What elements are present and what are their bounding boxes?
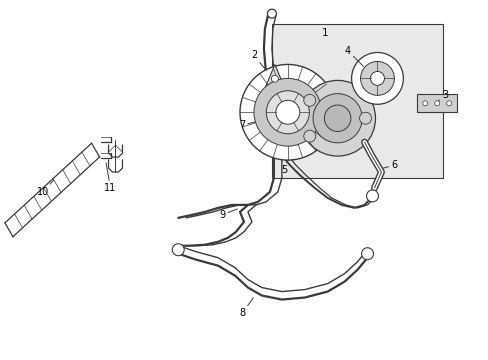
- Circle shape: [370, 71, 384, 85]
- Polygon shape: [264, 64, 285, 88]
- Circle shape: [366, 190, 378, 202]
- Circle shape: [446, 101, 451, 106]
- Circle shape: [299, 80, 375, 156]
- Circle shape: [361, 248, 373, 260]
- Circle shape: [271, 75, 278, 82]
- Circle shape: [351, 53, 403, 104]
- Text: 1: 1: [321, 28, 327, 37]
- Text: 10: 10: [37, 180, 54, 197]
- Text: 9: 9: [219, 209, 237, 220]
- Circle shape: [422, 101, 427, 106]
- Text: 11: 11: [104, 163, 117, 193]
- Circle shape: [324, 105, 350, 131]
- Circle shape: [253, 78, 321, 146]
- Circle shape: [266, 91, 309, 134]
- Text: 6: 6: [378, 160, 397, 170]
- Circle shape: [267, 9, 276, 18]
- Text: 7: 7: [239, 120, 259, 130]
- Bar: [271, 24, 442, 178]
- Circle shape: [275, 100, 299, 124]
- Circle shape: [360, 62, 394, 95]
- Circle shape: [303, 130, 315, 142]
- Circle shape: [359, 112, 371, 124]
- Bar: [416, 94, 456, 112]
- Circle shape: [312, 94, 362, 143]
- Circle shape: [240, 64, 335, 160]
- Circle shape: [434, 101, 439, 106]
- Text: 3: 3: [437, 90, 447, 102]
- Circle shape: [303, 94, 315, 106]
- Text: 5: 5: [280, 161, 286, 175]
- Text: 4: 4: [344, 45, 363, 67]
- Text: 8: 8: [239, 298, 253, 319]
- Circle shape: [172, 244, 184, 256]
- Text: 2: 2: [250, 50, 265, 70]
